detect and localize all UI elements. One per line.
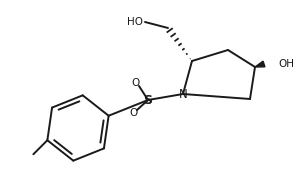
Text: O: O [129, 108, 137, 118]
Text: S: S [144, 93, 153, 106]
Text: O: O [131, 78, 139, 88]
Text: OH: OH [278, 59, 294, 69]
Polygon shape [255, 61, 265, 67]
Text: N: N [179, 88, 187, 101]
Text: HO: HO [127, 17, 143, 27]
